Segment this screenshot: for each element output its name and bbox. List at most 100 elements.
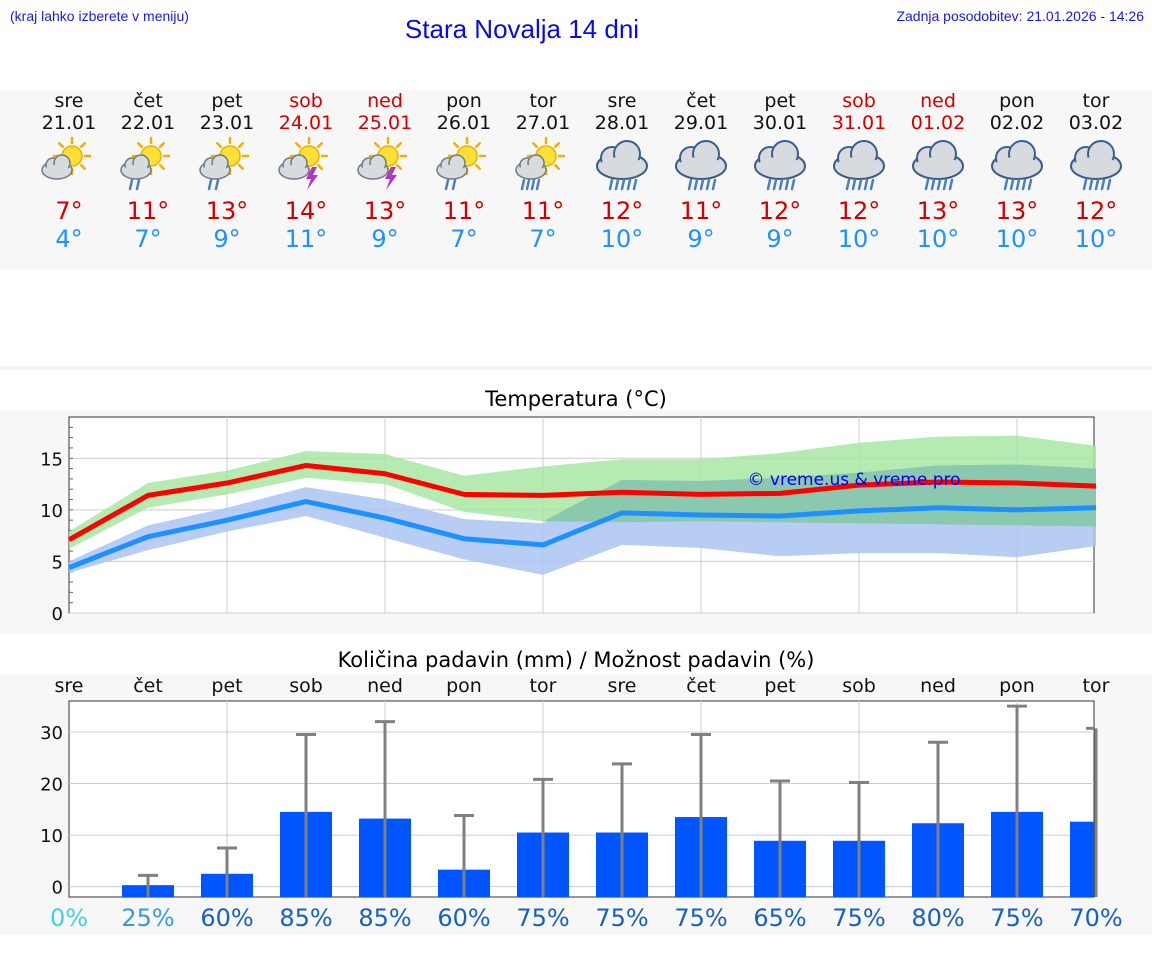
max-temperature: 13° (995, 197, 1039, 225)
temperature-chart: 0 5 10 15 © vreme.us & vreme.pro (40, 416, 1097, 625)
last-update: Zadnja posodobitev: 21.01.2026 - 14:26 (896, 8, 1144, 24)
day-date: 23.01 (199, 112, 255, 134)
watermark: © vreme.us & vreme.pro (747, 470, 960, 490)
precipitation-probability: 85% (358, 904, 412, 932)
day-date: 31.01 (831, 112, 887, 134)
y-tick-label: 5 (52, 552, 63, 573)
day-date: 27.01 (515, 112, 571, 134)
y-tick-label: 10 (40, 501, 63, 522)
day-name: ned (367, 90, 403, 112)
precipitation-day-label: sob (842, 675, 876, 697)
sun-cloud-heavy-rain-icon (515, 136, 566, 191)
weather-icon (355, 134, 415, 194)
day-name: tor (1082, 90, 1110, 112)
min-temperature: 10° (1074, 225, 1118, 253)
precipitation-day-label: sre (54, 675, 84, 697)
min-temperature: 9° (213, 225, 241, 253)
sun-cloud-storm-icon (357, 136, 408, 190)
weather-icon (1066, 134, 1126, 194)
max-temperature: 14° (284, 197, 328, 225)
cloud-heavy-rain-icon (833, 140, 885, 191)
y-tick-label: 30 (40, 723, 63, 744)
weather-icon (197, 134, 257, 194)
max-temperature: 7° (55, 197, 83, 225)
precipitation-day-label: pon (999, 675, 1035, 697)
precipitation-day-label: sob (289, 675, 323, 697)
precipitation-probability: 60% (200, 904, 254, 932)
min-temperature-line (68, 499, 1097, 570)
weather-icon (750, 134, 810, 194)
weather-icon (39, 134, 99, 194)
sun-cloud-icon (41, 136, 92, 180)
precipitation-day-label: tor (529, 675, 557, 697)
precipitation-chart: 0 10 20 30 (40, 700, 1098, 899)
precipitation-probability: 75% (595, 904, 649, 932)
precipitation-bar (1070, 821, 1094, 897)
day-name: čet (133, 90, 163, 112)
precipitation-probability: 0% (49, 904, 89, 932)
divider (0, 366, 1152, 370)
day-name: čet (686, 90, 716, 112)
day-name: pon (446, 90, 482, 112)
temperature-chart-title: Temperatura (°C) (485, 387, 667, 411)
weather-icon (118, 134, 178, 194)
max-temperature: 13° (916, 197, 960, 225)
precipitation-day-label: ned (367, 675, 403, 697)
weather-icon (829, 134, 889, 194)
page-title: Stara Novalja 14 dni (404, 14, 640, 44)
precipitation-day-label: pon (446, 675, 482, 697)
sun-part (52, 136, 92, 176)
precipitation-probability: 85% (279, 904, 333, 932)
precipitation-probability: 75% (516, 904, 570, 932)
sun-cloud-rain-icon (436, 136, 487, 191)
precipitation-day-label: pet (764, 675, 796, 697)
y-tick-label: 10 (40, 826, 63, 847)
max-temperature: 12° (600, 197, 644, 225)
day-date: 03.02 (1068, 112, 1124, 134)
day-date: 01.02 (910, 112, 966, 134)
precipitation-probability: 65% (753, 904, 807, 932)
precipitation-day-label: sre (607, 675, 637, 697)
weather-icon (434, 134, 494, 194)
max-temperature: 12° (1074, 197, 1118, 225)
min-temperature: 9° (687, 225, 715, 253)
precipitation-probability: 75% (990, 904, 1044, 932)
max-temperature: 11° (126, 197, 170, 225)
day-date: 30.01 (752, 112, 808, 134)
precipitation-day-label: tor (1082, 675, 1110, 697)
cloud-heavy-rain-icon (912, 140, 964, 191)
y-tick-label: 0 (52, 878, 63, 899)
sun-cloud-rain-icon (199, 136, 250, 191)
weather-icon (513, 134, 573, 194)
min-temperature: 7° (529, 225, 557, 253)
precipitation-probability: 70% (1069, 904, 1123, 932)
min-temperature: 10° (600, 225, 644, 253)
location-hint[interactable]: (kraj lahko izberete v meniju) (10, 8, 189, 24)
day-name: pet (211, 90, 243, 112)
max-temperature: 12° (758, 197, 802, 225)
day-name: sre (607, 90, 637, 112)
cloud-heavy-rain-icon (754, 140, 806, 191)
precipitation-probability: 75% (832, 904, 886, 932)
y-tick-label: 15 (40, 449, 63, 470)
weather-icon (592, 134, 652, 194)
max-temperature: 13° (363, 197, 407, 225)
precipitation-probability: 75% (674, 904, 728, 932)
day-name: sob (842, 90, 876, 112)
precipitation-day-label: čet (133, 675, 163, 697)
precipitation-probability: 80% (911, 904, 965, 932)
day-date: 22.01 (120, 112, 176, 134)
day-date: 02.02 (989, 112, 1045, 134)
weather-icon (908, 134, 968, 194)
weather-icon (671, 134, 731, 194)
day-name: pon (999, 90, 1035, 112)
min-temperature: 9° (766, 225, 794, 253)
precipitation-probability: 25% (121, 904, 175, 932)
day-name: sob (289, 90, 323, 112)
precipitation-chart-title: Količina padavin (mm) / Možnost padavin … (337, 648, 815, 672)
max-temperature: 11° (521, 197, 565, 225)
min-temperature: 7° (450, 225, 478, 253)
day-date: 28.01 (594, 112, 650, 134)
day-date: 29.01 (673, 112, 729, 134)
day-date: 25.01 (357, 112, 413, 134)
